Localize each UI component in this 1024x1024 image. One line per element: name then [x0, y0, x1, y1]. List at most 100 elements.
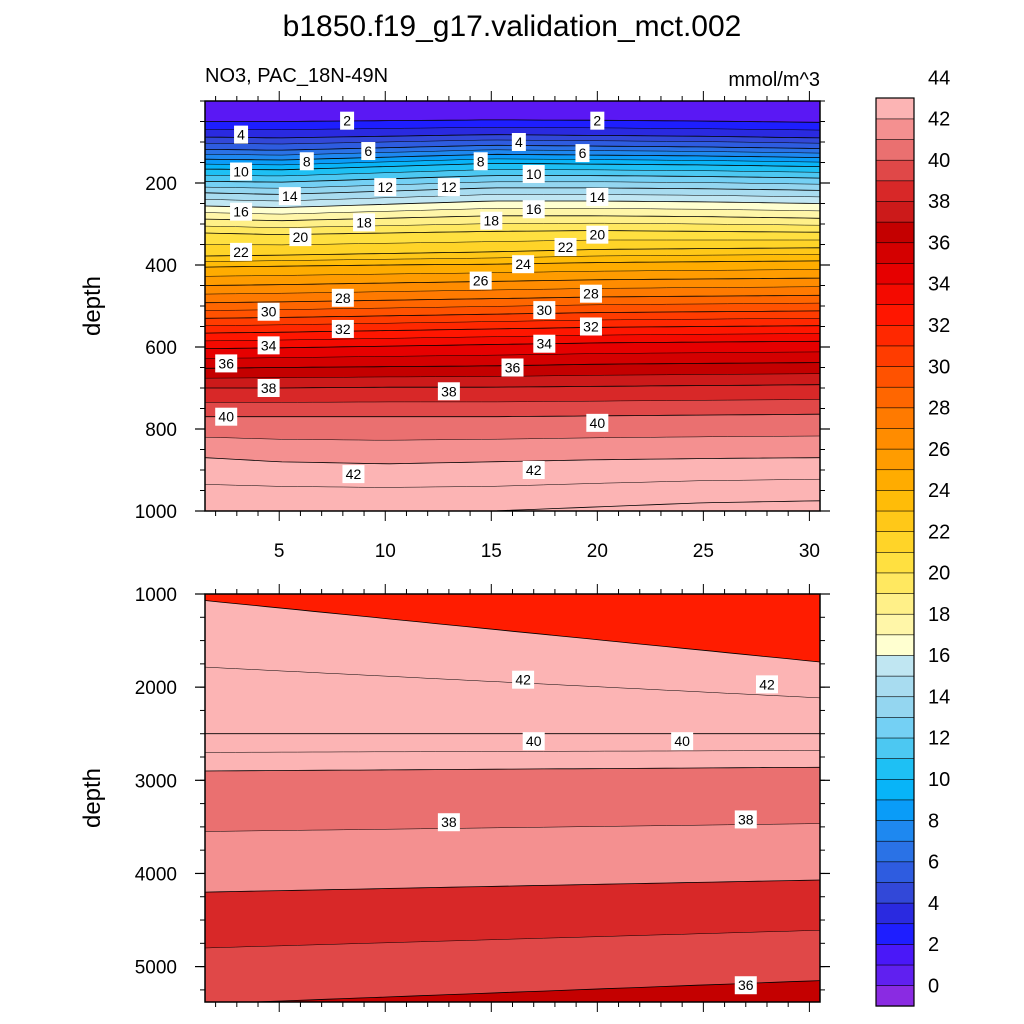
- contour-label-box: [361, 142, 376, 161]
- contour-label: 28: [579, 284, 602, 303]
- colorbar-swatch: [875, 902, 915, 925]
- colorbar-swatch: [875, 262, 915, 285]
- contour-line-39: [205, 399, 820, 403]
- contour-label: 2: [340, 111, 355, 130]
- contour-line-40: [205, 766, 820, 772]
- contour-band-44: [205, 500, 820, 511]
- contour-label: 8: [473, 152, 488, 171]
- contour-line-16: [205, 200, 820, 208]
- colorbar-swatch: [875, 427, 915, 450]
- colorbar-swatch: [875, 675, 915, 698]
- contour-label: 38: [437, 813, 460, 832]
- contour-label-box: [342, 465, 365, 484]
- colorbar-swatch: [875, 386, 915, 409]
- contour-label-text: 14: [590, 189, 606, 205]
- contour-line-2: [205, 119, 820, 123]
- contour-label-text: 42: [346, 466, 362, 482]
- colorbar-swatch: [875, 324, 915, 347]
- colorbar-tick-label: 30: [928, 356, 950, 378]
- contour-line-14: [205, 187, 820, 195]
- colorbar-swatch: [875, 365, 915, 388]
- contour-line-13: [205, 181, 820, 189]
- colorbar-swatch: [875, 778, 915, 801]
- y-tick-label: 1000: [135, 585, 177, 606]
- contour-line-27: [205, 286, 820, 295]
- contour-label: 18: [480, 211, 503, 230]
- contour-label-text: 2: [593, 113, 601, 129]
- contour-line-43: [205, 478, 820, 488]
- contour-line-33: [205, 333, 820, 342]
- contour-label-box: [522, 461, 545, 479]
- colorbar-swatch: [875, 118, 915, 140]
- bottom-contour-labels: 42 42 40 40 38 38 36: [437, 670, 778, 995]
- contour-label-text: 38: [738, 811, 754, 827]
- colorbar-tick-label: 12: [928, 728, 950, 750]
- y-tick-label: 5000: [135, 958, 177, 979]
- y-tick-label: 600: [145, 338, 177, 359]
- x-tick-label: 20: [587, 541, 608, 562]
- colorbar-tick-label: 40: [928, 150, 950, 172]
- contour-label-text: 42: [526, 462, 542, 478]
- top-contour-lines: [205, 119, 820, 511]
- contour-label-text: 16: [526, 201, 542, 217]
- contour-label-text: 12: [377, 179, 393, 195]
- colorbar-tick-label: 2: [928, 934, 939, 956]
- contour-line-17: [205, 208, 820, 215]
- contour-label: 40: [586, 413, 609, 432]
- colorbar-swatch: [875, 613, 915, 636]
- colorbar-swatch: [875, 964, 915, 986]
- contour-label-text: 28: [583, 286, 599, 302]
- contour-label-box: [257, 379, 280, 397]
- contour-line-44: [205, 500, 820, 511]
- colorbar-swatch: [875, 737, 915, 759]
- contour-label-box: [590, 111, 605, 130]
- contour-label: 32: [579, 317, 602, 336]
- contour-label-text: 4: [237, 127, 245, 143]
- colorbar-tick-label: 10: [928, 769, 950, 791]
- contour-line-11: [205, 169, 820, 177]
- colorbar-swatch: [875, 592, 915, 615]
- contour-label-text: 24: [515, 256, 531, 272]
- contour-label-text: 40: [590, 415, 606, 431]
- contour-label: 36: [215, 354, 238, 373]
- colorbar-swatch: [875, 819, 915, 842]
- contour-label-text: 32: [335, 321, 351, 337]
- colorbar-tick-label: 14: [928, 686, 950, 708]
- colorbar-swatch: [875, 923, 915, 945]
- contour-label: 36: [734, 976, 757, 995]
- contour-line-44: [205, 600, 820, 663]
- contour-label: 42: [342, 465, 365, 484]
- contour-label-text: 8: [303, 153, 311, 169]
- colorbar-tick-label: 20: [928, 563, 950, 585]
- colorbar-frame: [875, 97, 915, 1007]
- colorbar-swatch: [875, 696, 915, 718]
- contour-label: 38: [734, 810, 757, 829]
- colorbar-tick-label: 4: [928, 893, 939, 915]
- contour-line-22: [205, 247, 820, 257]
- colorbar-swatch: [875, 469, 915, 491]
- contour-line-40: [205, 413, 820, 418]
- x-tick-label: 25: [693, 541, 714, 562]
- y-tick-label: 800: [145, 420, 177, 441]
- contour-label-text: 40: [674, 733, 690, 749]
- contour-label-box: [299, 152, 314, 171]
- colorbar-swatch: [875, 283, 915, 305]
- colorbar-tick-label: 34: [928, 274, 950, 296]
- colorbar-swatch: [875, 159, 915, 182]
- contour-label: 14: [278, 187, 301, 206]
- colorbar-swatch: [875, 758, 915, 780]
- x-tick-label: 30: [799, 541, 820, 562]
- contour-line-18: [205, 215, 820, 222]
- contour-label-text: 42: [515, 672, 531, 688]
- contour-band-43: [205, 479, 820, 511]
- contour-label: 16: [522, 200, 545, 219]
- contour-label: 4: [234, 125, 249, 144]
- colorbar-swatch: [875, 840, 915, 863]
- contour-label-box: [671, 732, 694, 751]
- contour-label: 34: [257, 336, 280, 355]
- contour-label-box: [586, 413, 609, 432]
- contour-label-box: [215, 407, 238, 426]
- contour-label: 42: [755, 675, 778, 694]
- bottom-axes: 1000 2000 3000 4000 5000: [135, 584, 830, 1012]
- contour-line-26: [205, 277, 820, 286]
